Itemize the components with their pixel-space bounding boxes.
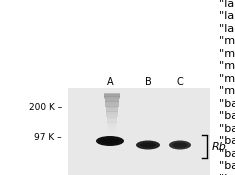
Bar	[107, 116, 118, 118]
Ellipse shape	[136, 141, 160, 149]
Bar	[105, 101, 119, 102]
Bar	[106, 106, 119, 107]
Bar	[107, 121, 117, 122]
Text: B: B	[145, 77, 151, 87]
Bar	[108, 131, 116, 133]
Bar	[107, 119, 117, 121]
Bar	[109, 133, 115, 135]
Bar	[108, 129, 116, 131]
Bar	[107, 117, 117, 118]
Text: 97 K –: 97 K –	[34, 134, 62, 142]
Bar	[106, 113, 118, 115]
Text: 200 K –: 200 K –	[29, 103, 62, 111]
Bar	[108, 128, 116, 130]
Bar	[106, 109, 118, 111]
Bar	[106, 111, 118, 113]
Bar	[108, 127, 116, 128]
Bar	[108, 126, 116, 128]
Bar	[106, 111, 118, 113]
Bar	[105, 101, 119, 103]
Ellipse shape	[100, 138, 120, 144]
Bar	[107, 123, 117, 125]
Bar	[104, 93, 120, 95]
Bar	[105, 102, 119, 104]
Bar	[108, 130, 116, 132]
Bar	[105, 100, 119, 101]
Bar	[108, 124, 117, 126]
Bar	[106, 115, 118, 117]
Bar	[107, 122, 117, 123]
Bar	[104, 95, 120, 97]
Bar	[108, 127, 116, 129]
Bar	[105, 97, 120, 99]
Bar	[106, 112, 118, 114]
Bar	[109, 134, 115, 136]
Text: {
  "background_color": "#ffffff",
  "gel_bg": "#e8e8e8",
  "gel_left_px": 68,
 : { "background_color": "#ffffff", "gel_bg…	[212, 0, 235, 175]
Bar	[109, 132, 115, 134]
Bar	[105, 105, 119, 107]
Bar	[104, 94, 120, 96]
Ellipse shape	[169, 141, 191, 149]
Bar	[107, 122, 117, 124]
Bar	[105, 104, 119, 106]
Bar	[106, 114, 118, 116]
Bar	[106, 106, 118, 108]
Ellipse shape	[172, 142, 188, 148]
Bar	[107, 118, 117, 120]
Text: A: A	[107, 77, 113, 87]
Bar	[106, 107, 118, 109]
Ellipse shape	[140, 142, 157, 148]
Bar	[106, 108, 118, 110]
Bar	[105, 98, 119, 100]
Text: Rb: Rb	[212, 142, 227, 152]
Bar	[107, 120, 117, 122]
Text: C: C	[177, 77, 183, 87]
Bar	[105, 103, 119, 105]
Ellipse shape	[96, 136, 124, 146]
Bar	[104, 96, 120, 98]
Bar	[108, 125, 116, 127]
Bar	[104, 96, 120, 97]
Bar	[105, 99, 119, 101]
Bar	[107, 117, 117, 119]
Bar	[108, 132, 116, 134]
Bar	[106, 110, 118, 112]
Bar	[68, 88, 210, 175]
